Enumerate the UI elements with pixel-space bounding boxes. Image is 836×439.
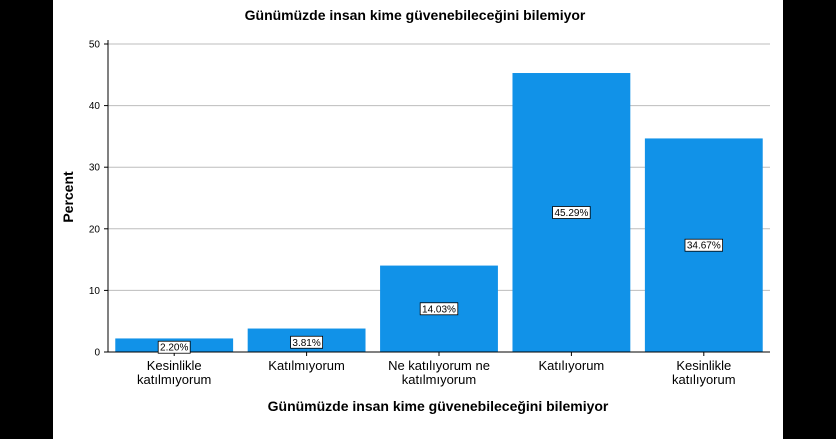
- category-label: Kesinlikle katılıyorum: [672, 358, 736, 387]
- data-label-box: [157, 340, 191, 354]
- chart-title: Günümüzde insan kime güvenebileceğini bi…: [245, 7, 586, 23]
- data-label: 34.67%: [687, 241, 721, 252]
- data-label-box: [552, 206, 591, 219]
- y-tick-label: 40: [89, 101, 101, 112]
- category-label: Kesinlikle katılmıyorum: [137, 358, 211, 387]
- data-label-box: [684, 238, 723, 252]
- data-label-box: [290, 335, 324, 349]
- category-label: Katılıyorum: [539, 358, 605, 373]
- category-label: Katılmıyorum: [268, 358, 345, 373]
- axes: 0 10 20 30 40 50 Kesinlikle katılmıyorum Katılmı…: [89, 40, 770, 387]
- x-axis-title: Günümüzde insan kime güvenebileceğini bi…: [268, 398, 609, 414]
- data-label: 14.03%: [422, 304, 456, 315]
- data-label: 2.20%: [160, 343, 188, 354]
- y-axis-title: Percent: [60, 171, 76, 223]
- y-tick-label: 20: [89, 224, 101, 235]
- y-tick-label: 30: [89, 163, 101, 174]
- chart-panel: Günümüzde insan kime güvenebileceğini bi…: [53, 0, 783, 439]
- data-labels: 2.20% 3.81% 14.03% 45.29% 34.67%: [157, 206, 723, 354]
- y-tick-label: 50: [89, 40, 101, 51]
- data-label: 45.29%: [554, 208, 588, 219]
- data-label-box: [419, 302, 459, 316]
- data-label: 3.81%: [292, 338, 320, 349]
- category-label: Ne katılıyorum ne katılmıyorum: [388, 358, 490, 387]
- y-tick-label: 10: [89, 286, 101, 297]
- y-tick-label: 0: [94, 348, 100, 359]
- bar-chart: Günümüzde insan kime güvenebileceğini bi…: [60, 7, 770, 414]
